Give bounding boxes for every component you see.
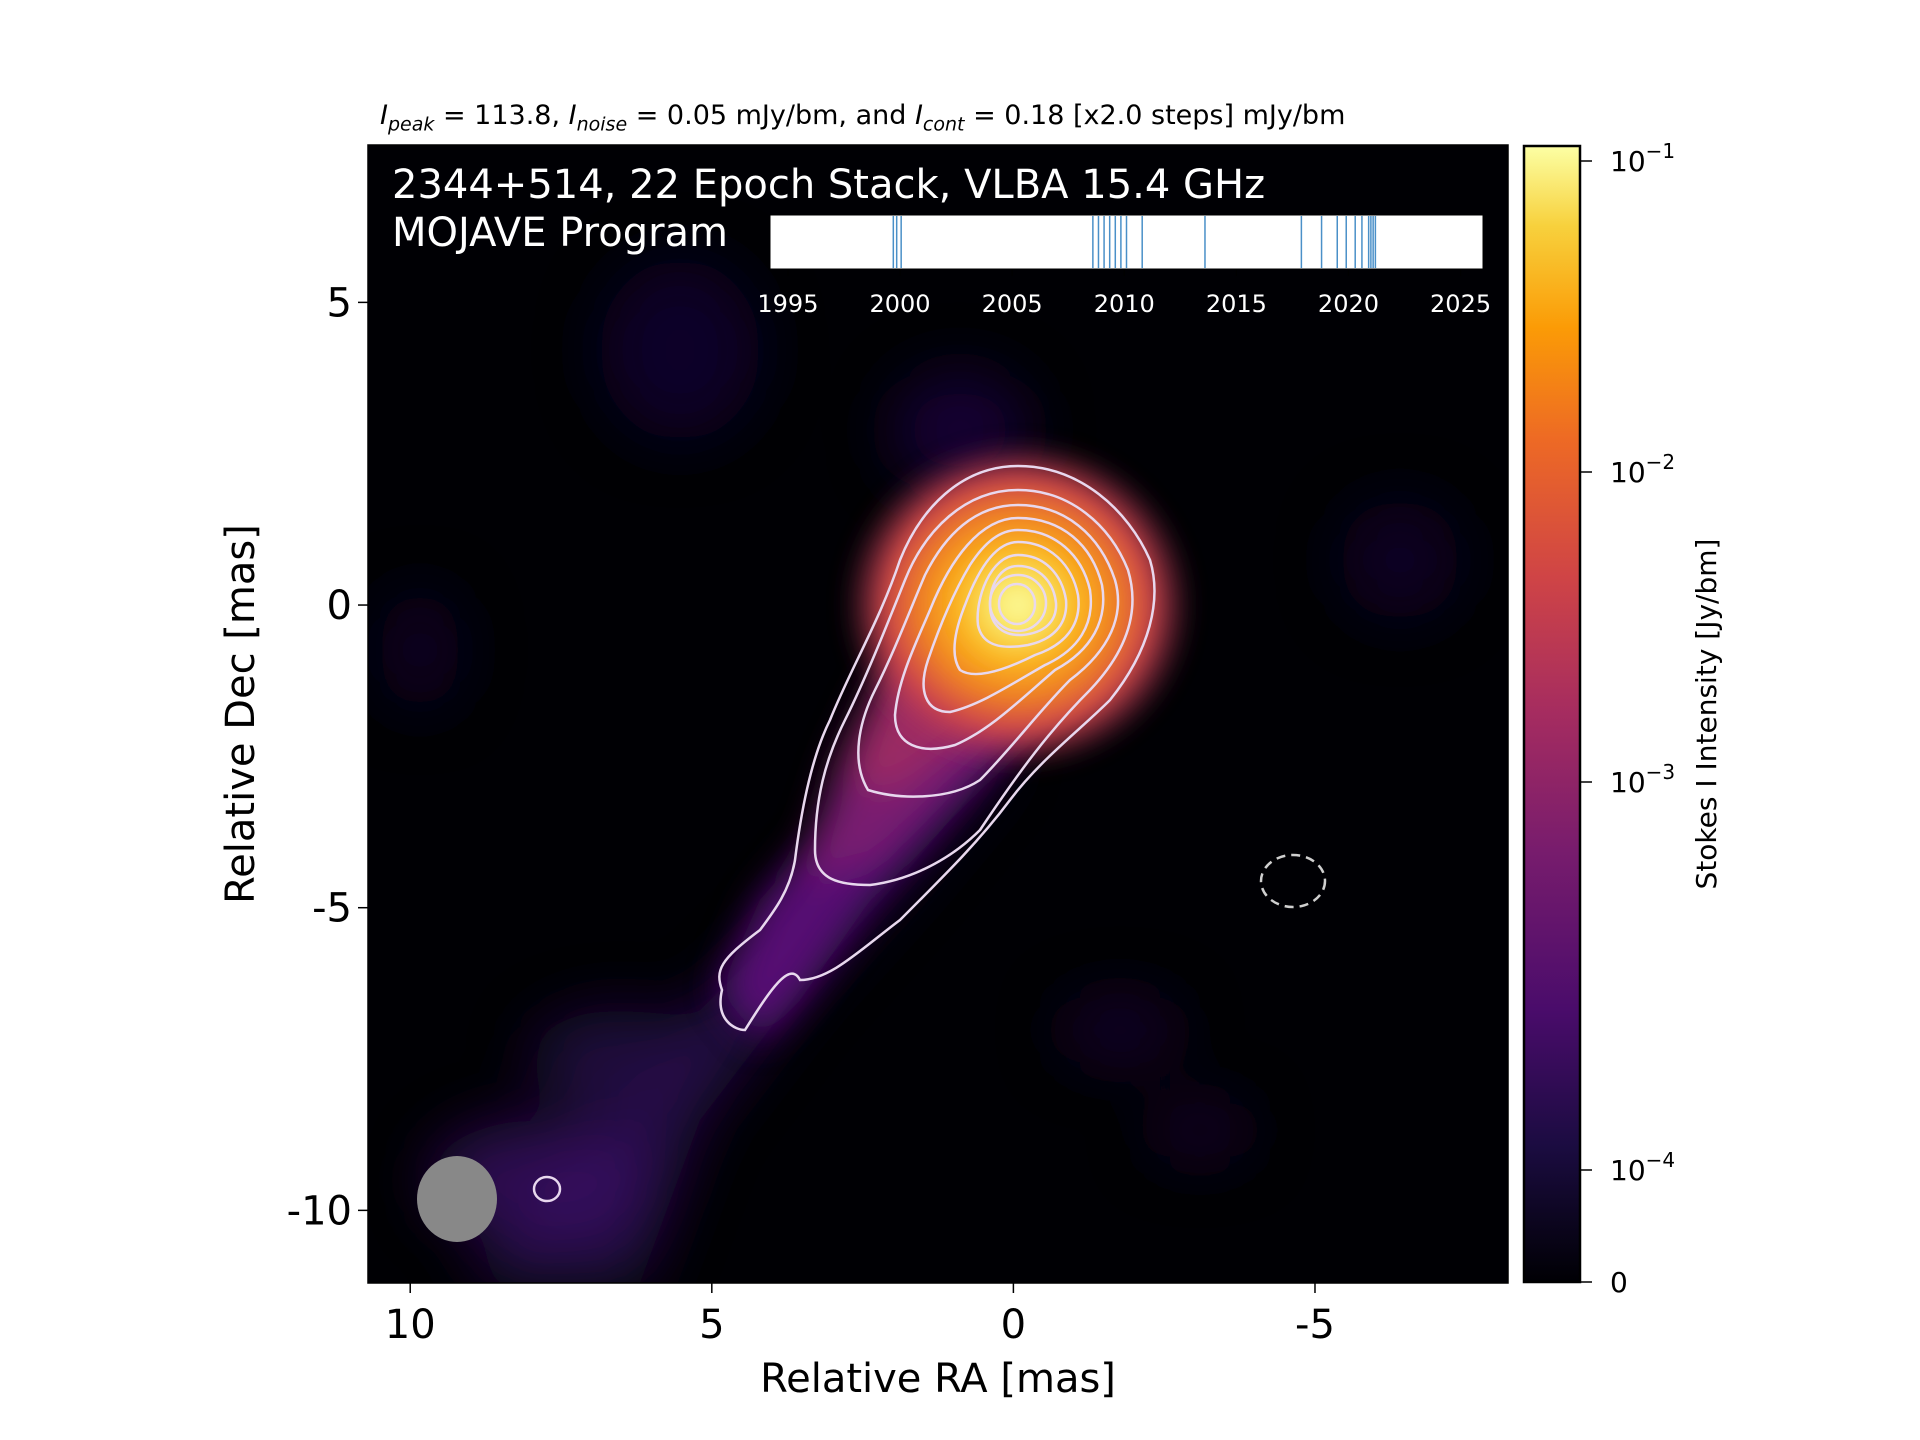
- figure-header: Ipeak = 113.8, Inoise = 0.05 mJy/bm, and…: [380, 100, 1345, 135]
- timeline-tick-label: 2000: [870, 290, 931, 318]
- y-axis-label: Relative Dec [mas]: [218, 524, 264, 904]
- cont-subscript: cont: [922, 113, 965, 136]
- intensity-map: [368, 145, 1508, 1283]
- colorbar-tick-label: 10−4: [1610, 1148, 1675, 1187]
- x-tick-label: 5: [699, 1302, 724, 1348]
- peak-subscript: peak: [387, 113, 435, 136]
- colorbar-tick-label: 10−3: [1610, 760, 1675, 799]
- plot-frame: [367, 144, 1509, 1284]
- contours: [532, 464, 1156, 1203]
- timeline-epochs: [892, 216, 1377, 268]
- colorbar: 10−1 10−2 10−3 10−4 0 Stokes I Intensity [Jy…: [1522, 139, 1723, 1299]
- contour-level-3: [857, 503, 1120, 798]
- y-tick-label: 0: [327, 583, 352, 629]
- x-axis-label: Relative RA [mas]: [760, 1356, 1116, 1402]
- contour-level-6: [953, 540, 1080, 676]
- epoch-timeline: 1995 2000 2005 2010 2015 2020 2025: [757, 214, 1491, 318]
- y-tick-label: -5: [312, 886, 352, 932]
- beam-ellipse: [417, 1156, 497, 1242]
- contour-level-7: [976, 553, 1068, 649]
- x-tick-label: -5: [1295, 1302, 1335, 1348]
- noise-subscript: noise: [576, 113, 628, 136]
- contour-level-4: [893, 516, 1105, 750]
- colorbar-tick-label: 10−2: [1610, 450, 1675, 489]
- contour-level-1: [718, 464, 1156, 1032]
- contour-isolated: [532, 1175, 562, 1203]
- plot-title-line2: MOJAVE Program: [392, 210, 728, 256]
- timeline-tick-label: 2020: [1318, 290, 1379, 318]
- core-emission: [843, 440, 1193, 770]
- timeline-tick-label: 1995: [757, 290, 818, 318]
- contour-level-10: [997, 582, 1037, 626]
- noise-value: = 0.05 mJy/bm, and: [627, 100, 915, 131]
- timeline-ticks: 1995 2000 2005 2010 2015 2020 2025: [757, 269, 1491, 318]
- timeline-tick-label: 2005: [982, 290, 1043, 318]
- contour-level-2: [813, 488, 1134, 887]
- plot-title-line1: 2344+514, 22 Epoch Stack, VLBA 15.4 GHz: [392, 162, 1265, 208]
- colorbar-ticks: 10−1 10−2 10−3 10−4 0: [1580, 139, 1675, 1299]
- timeline-tick-label: 2025: [1430, 290, 1491, 318]
- colorbar-tick-label: 0: [1610, 1266, 1628, 1299]
- x-axis-ticks: 10 5 0 -5: [385, 1283, 1335, 1348]
- x-tick-label: 0: [1001, 1302, 1026, 1348]
- cont-value: = 0.18 [x2.0 steps] mJy/bm: [964, 100, 1346, 131]
- y-tick-label: -10: [287, 1188, 352, 1234]
- y-axis-ticks: 5 0 -5 -10: [287, 280, 368, 1234]
- colorbar-label: Stokes I Intensity [Jy/bm]: [1690, 539, 1723, 890]
- noise-symbol: I: [568, 100, 577, 131]
- y-tick-label: 5: [327, 280, 352, 326]
- colorbar-tick-label: 10−1: [1610, 139, 1675, 178]
- colorbar-bar: [1522, 144, 1582, 1284]
- timeline-tick-label: 2015: [1206, 290, 1267, 318]
- cont-symbol: I: [914, 100, 923, 131]
- contour-level-9: [988, 573, 1048, 633]
- peak-value: = 113.8,: [434, 100, 569, 131]
- timeline-tick-label: 2010: [1094, 290, 1155, 318]
- negative-contour: [1259, 853, 1327, 909]
- x-tick-label: 10: [385, 1302, 436, 1348]
- contour-level-5: [922, 528, 1093, 714]
- peak-symbol: I: [380, 100, 388, 131]
